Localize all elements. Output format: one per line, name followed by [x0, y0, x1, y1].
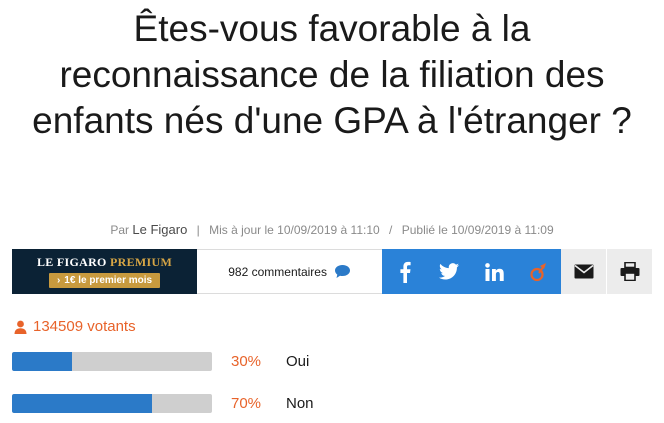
premium-brand-main: LE FIGARO: [36, 255, 110, 269]
comment-bubble-icon: [334, 265, 350, 278]
poll-option-label: Non: [286, 395, 314, 412]
email-share-button[interactable]: [561, 249, 608, 294]
poll-percent: 70%: [230, 395, 262, 412]
share-toolbar: LE FIGARO PREMIUM › 1€ le premier mois 9…: [12, 249, 653, 294]
facebook-icon: [399, 261, 411, 283]
author-link[interactable]: Le Figaro: [132, 222, 188, 237]
poll-bar-fill: [12, 352, 72, 371]
linkedin-icon: [484, 262, 504, 281]
chevron-right-icon: ›: [56, 275, 61, 286]
premium-offer-button[interactable]: › 1€ le premier mois: [48, 273, 161, 288]
updated-date: Mis à jour le 10/09/2019 à 11:10: [209, 223, 380, 237]
poll-bar-fill: [12, 394, 152, 413]
poll-percent: 30%: [230, 353, 262, 370]
twitter-share-button[interactable]: [426, 249, 472, 294]
poll-option-label: Oui: [286, 353, 310, 370]
premium-brand: LE FIGARO PREMIUM: [37, 255, 172, 270]
viadeo-share-button[interactable]: [516, 249, 562, 294]
votes-label: 134509 votants: [33, 318, 136, 335]
twitter-icon: [439, 263, 460, 280]
poll-bar-track: [12, 352, 212, 371]
premium-banner[interactable]: LE FIGARO PREMIUM › 1€ le premier mois: [12, 249, 198, 294]
mail-icon: [574, 264, 594, 279]
byline-prefix: Par: [110, 223, 130, 237]
facebook-share-button[interactable]: [382, 249, 427, 294]
comments-button[interactable]: 982 commentaires: [197, 249, 383, 294]
comments-label: 982 commentaires: [228, 264, 327, 279]
meta-separator: |: [196, 223, 200, 237]
print-icon: [620, 262, 640, 281]
votes-count: 134509 votants: [14, 318, 136, 335]
poll-option-non: 70% Non: [12, 394, 314, 413]
poll-option-oui: 30% Oui: [12, 352, 309, 371]
poll-bar-track: [12, 394, 212, 413]
user-icon: [14, 320, 27, 334]
viadeo-icon: [530, 262, 546, 281]
published-date: Publié le 10/09/2019 à 11:09: [401, 223, 554, 237]
article-title: Êtes-vous favorable à la reconnaissance …: [32, 8, 632, 141]
article-meta: Par Le Figaro | Mis à jour le 10/09/2019…: [0, 222, 664, 237]
premium-brand-accent: PREMIUM: [110, 255, 173, 269]
premium-offer-label: 1€ le premier mois: [64, 275, 153, 286]
linkedin-share-button[interactable]: [471, 249, 517, 294]
meta-separator: /: [389, 223, 393, 237]
print-button[interactable]: [607, 249, 653, 294]
